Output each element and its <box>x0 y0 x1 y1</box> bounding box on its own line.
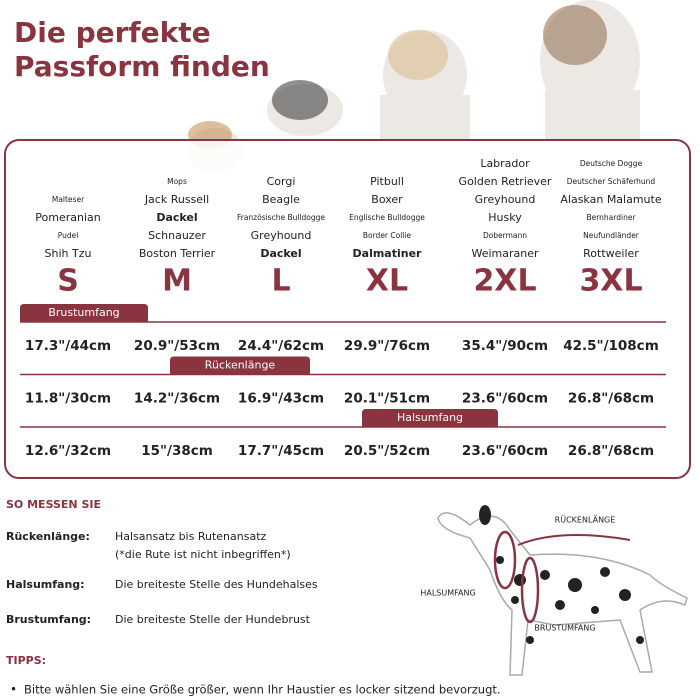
breed-name: Alaskan Malamute <box>560 193 661 206</box>
breed-name: Golden Retriever <box>459 175 552 188</box>
breed-name: Malteser <box>52 195 85 204</box>
breed-name: Shih Tzu <box>45 247 92 260</box>
measurement-value: 23.6"/60cm <box>462 443 548 459</box>
breed-name: Pomeranian <box>35 211 100 224</box>
breed-name: Husky <box>488 211 522 224</box>
breed-name: Französische Bulldogge <box>237 213 325 222</box>
size-label: S <box>57 264 79 299</box>
measurement-value: 20.1"/51cm <box>344 391 430 407</box>
bullet: • <box>10 683 17 697</box>
breed-name: Labrador <box>480 157 530 170</box>
measurement-value: 42.5"/108cm <box>563 338 659 354</box>
diagram-label: BRUSTUMFANG <box>534 624 595 633</box>
row-tab-label: Rückenlänge <box>205 359 276 372</box>
size-label: 2XL <box>473 264 536 299</box>
measurement-value: 29.9"/76cm <box>344 338 430 354</box>
measurement-value: 17.3"/44cm <box>25 338 111 354</box>
measurement-value: 35.4"/90cm <box>462 338 548 354</box>
measurement-value: 11.8"/30cm <box>25 391 111 407</box>
measure-text: Die breiteste Stelle der Hundebrust <box>115 613 311 626</box>
row-tab <box>170 356 310 375</box>
size-table-frame <box>4 139 691 479</box>
breed-name: Neufundländer <box>583 231 640 240</box>
breed-name: Beagle <box>262 193 300 206</box>
measurement-value: 16.9"/43cm <box>238 391 324 407</box>
size-label: L <box>271 264 290 299</box>
title-line: Passform finden <box>14 50 270 83</box>
breed-name: Dackel <box>260 247 301 260</box>
row-tab <box>362 409 498 427</box>
size-label: 3XL <box>579 264 642 299</box>
how-to-list: Rückenlänge: Halsansatz bis Rutenansatz (*… <box>6 530 318 626</box>
section-title: TIPPS: <box>6 654 46 667</box>
measurement-value: 23.6"/60cm <box>462 391 548 407</box>
tip-text: Bitte wählen Sie eine Größe größer, wenn… <box>24 683 501 697</box>
breed-name: Dalmatiner <box>353 247 423 260</box>
measure-label: Brustumfang: <box>6 613 91 626</box>
row-tab-label: Halsumfang <box>397 411 463 424</box>
diagram-label: HALSUMFANG <box>420 589 475 598</box>
breed-name: Weimaraner <box>471 247 539 260</box>
row-tab <box>20 304 148 322</box>
measurement-value: 14.2"/36cm <box>134 391 220 407</box>
measure-text: (*die Rute ist nicht inbegriffen*) <box>115 548 291 561</box>
measure-label: Halsumfang: <box>6 578 85 591</box>
breed-name: Boxer <box>371 193 403 206</box>
breed-name: Pitbull <box>370 175 404 188</box>
size-table: Malteser Pomeranian Pudel Shih Tzu S Mops Jack… <box>20 157 666 459</box>
breed-name: Boston Terrier <box>139 247 216 260</box>
dog-diagram <box>437 505 688 676</box>
breed-name: Border Collie <box>363 231 412 240</box>
breed-name: Corgi <box>267 175 296 188</box>
measurement-value: 26.8"/68cm <box>568 443 654 459</box>
breed-name: Rottweiler <box>583 247 639 260</box>
measure-label: Rückenlänge: <box>6 530 90 543</box>
breed-name: Deutsche Dogge <box>580 159 643 168</box>
measurement-value: 15"/38cm <box>141 443 213 459</box>
breed-name: Schnauzer <box>148 229 206 242</box>
breed-name: Greyhound <box>475 193 536 206</box>
breed-name: Englische Bulldogge <box>349 213 425 222</box>
breed-name: Jack Russell <box>144 193 209 206</box>
measure-text: Die breiteste Stelle des Hundehalses <box>115 578 318 591</box>
title-line: Die perfekte <box>14 16 211 49</box>
breed-name: Dackel <box>156 211 197 224</box>
breed-name: Mops <box>167 177 187 186</box>
breed-name: Bernhardiner <box>586 213 636 222</box>
breed-name: Pudel <box>58 231 79 240</box>
size-label: XL <box>366 264 408 299</box>
size-label: M <box>162 264 192 299</box>
measurement-value: 17.7"/45cm <box>238 443 324 459</box>
measure-text: Halsansatz bis Rutenansatz <box>115 530 267 543</box>
measurement-value: 24.4"/62cm <box>238 338 324 354</box>
row-tab-label: Brustumfang <box>48 306 119 319</box>
measurement-value: 20.9"/53cm <box>134 338 220 354</box>
breed-name: Dobermann <box>483 231 527 240</box>
measurement-value: 20.5"/52cm <box>344 443 430 459</box>
section-title: SO MESSEN SIE <box>6 498 101 511</box>
diagram-label: RÜCKENLÄNGE <box>555 515 616 525</box>
breed-name: Deutscher Schäferhund <box>567 177 656 186</box>
measurement-value: 12.6"/32cm <box>25 443 111 459</box>
breed-name: Greyhound <box>251 229 312 242</box>
measurement-value: 26.8"/68cm <box>568 391 654 407</box>
